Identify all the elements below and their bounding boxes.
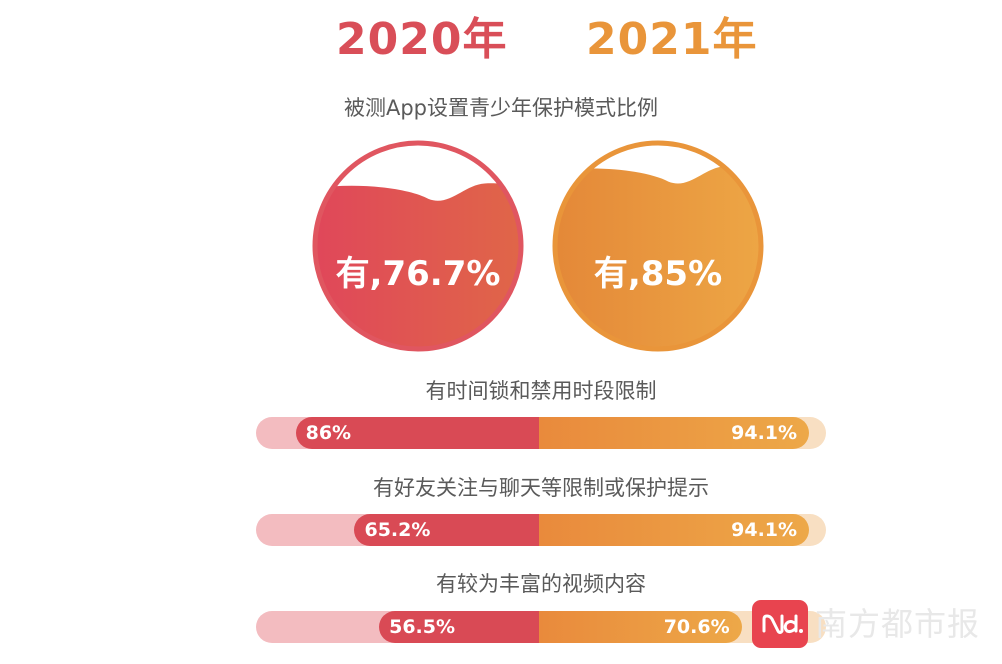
category-label-friend-chat: 有好友关注与聊天等限制或保护提示: [373, 476, 709, 500]
bar-fill-2021: [539, 417, 810, 449]
watermark-text: 南方都市报: [815, 605, 981, 643]
gauge-2020-liquid: [314, 183, 522, 350]
bar-fill-2020: [379, 611, 539, 643]
bar-value-2020: 86%: [305, 422, 352, 444]
gauge-2021-graphic: [552, 140, 764, 352]
bar-value-2020: 56.5%: [389, 616, 456, 638]
category-label-time-lock: 有时间锁和禁用时段限制: [425, 379, 657, 403]
bar-value-2021: 94.1%: [731, 422, 798, 444]
bar-time-lock: 86% 94.1%: [256, 417, 826, 449]
gauge-2021-value: 有,85%: [593, 254, 723, 294]
year-2021-heading: 2021年: [586, 14, 758, 65]
bar-friend-chat: 65.2% 94.1%: [256, 514, 826, 546]
bar-fill-2021: [539, 611, 742, 643]
year-2020-heading: 2020年: [336, 14, 508, 65]
gauge-2021-liquid: [554, 165, 762, 350]
category-label-video-content: 有较为丰富的视频内容: [436, 572, 646, 596]
gauge-2020: 有,76.7%: [312, 140, 524, 352]
gauge-2021: 有,85%: [552, 140, 764, 352]
bar-value-2021: 70.6%: [663, 616, 730, 638]
bar-value-2020: 65.2%: [364, 519, 431, 541]
nd-logo-icon: [752, 600, 808, 648]
bar-fill-2020: [354, 514, 539, 546]
bar-value-2021: 94.1%: [731, 519, 798, 541]
bar-video-content: 56.5% 70.6%: [256, 611, 826, 643]
gauge-2020-graphic: [312, 140, 524, 352]
gauge-2020-value: 有,76.7%: [335, 254, 501, 294]
bar-fill-2020: [295, 417, 539, 449]
bar-fill-2021: [539, 514, 810, 546]
chart-title: 被测App设置青少年保护模式比例: [343, 96, 659, 120]
